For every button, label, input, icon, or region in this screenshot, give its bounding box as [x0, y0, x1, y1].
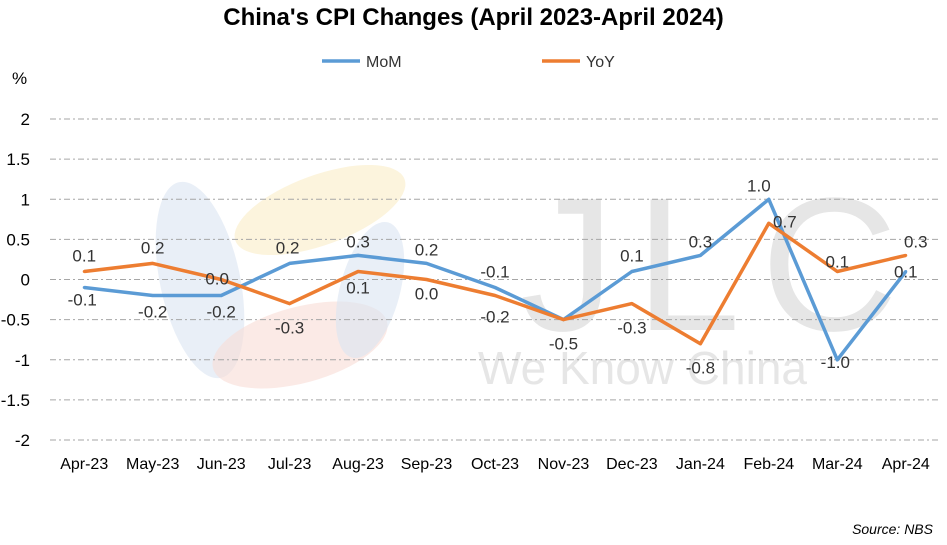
mom-data-label: -0.2 [138, 303, 167, 322]
x-tick-label: May-23 [126, 456, 179, 473]
yoy-data-point [835, 269, 839, 273]
y-tick-label: 2 [21, 110, 30, 129]
yoy-data-point [425, 278, 429, 281]
x-tick-label: Oct-23 [471, 456, 519, 473]
yoy-data-label: -0.2 [480, 308, 509, 327]
series-lines [82, 197, 908, 362]
yoy-data-label: 0.7 [773, 212, 797, 231]
mom-data-label: -0.2 [207, 303, 236, 322]
chart-title: China's CPI Changes (April 2023-April 20… [223, 4, 724, 31]
mom-data-label: 0.2 [415, 240, 439, 259]
yoy-data-label: -0.3 [617, 319, 646, 338]
mom-data-point [356, 253, 360, 257]
yoy-data-label: 0.3 [904, 232, 928, 251]
y-tick-label: -0.5 [1, 311, 30, 330]
mom-data-point [904, 269, 908, 273]
yoy-data-label: 0.2 [141, 238, 165, 257]
yoy-data-point [151, 261, 155, 265]
mom-data-point [288, 261, 292, 265]
y-tick-label: -2 [15, 431, 30, 450]
yoy-data-label: -0.8 [686, 359, 715, 378]
y-tick-label: 0.5 [6, 230, 30, 249]
mom-data-point [151, 294, 155, 298]
yoy-data-point [698, 342, 702, 346]
yoy-legend-label: YoY [586, 54, 615, 71]
x-tick-label: Sep-23 [401, 456, 453, 473]
mom-data-point [630, 269, 634, 273]
x-tick-label: Jan-24 [676, 456, 725, 473]
yoy-data-point [630, 302, 634, 306]
x-tick-label: Aug-23 [332, 456, 384, 473]
yoy-data-point [561, 318, 565, 322]
y-tick-label: 1.5 [6, 150, 30, 169]
x-tick-label: Apr-24 [882, 456, 930, 473]
watermark-logo-yellow-petal [234, 164, 406, 256]
x-tick-label: Apr-23 [60, 456, 108, 473]
yoy-data-label: 0.1 [825, 252, 849, 271]
x-tick-label: Dec-23 [606, 456, 658, 473]
yoy-data-point [904, 253, 908, 257]
source-note: Source: NBS [852, 521, 933, 537]
x-tick-label: Mar-24 [812, 456, 863, 473]
mom-data-label: 0.2 [276, 238, 300, 257]
mom-data-label: 0.1 [894, 262, 918, 281]
mom-data-point [82, 286, 86, 290]
mom-data-label: 0.3 [689, 232, 713, 251]
watermark-tagline: We Know China [478, 342, 807, 394]
mom-data-label: 0.1 [620, 246, 644, 265]
yoy-data-point [767, 221, 771, 225]
yoy-data-point [288, 302, 292, 306]
watermark: JLC We Know China [155, 159, 918, 394]
mom-data-point [698, 253, 702, 257]
mom-data-point [493, 286, 497, 290]
yoy-data-label: 0.0 [415, 285, 439, 304]
x-tick-label: Jun-23 [197, 456, 246, 473]
yoy-data-label: 0.1 [346, 278, 370, 297]
mom-data-label: -0.5 [549, 335, 578, 354]
x-tick-label: Nov-23 [538, 456, 590, 473]
gridlines [50, 118, 940, 441]
y-tick-label: 0 [21, 271, 30, 290]
mom-data-point [219, 294, 223, 298]
legend: MoM YoY [322, 54, 615, 71]
watermark-logo-text: JLC [520, 159, 918, 371]
yoy-data-label: -0.3 [275, 319, 304, 338]
x-tick-label: Jul-23 [268, 456, 312, 473]
mom-data-label: -0.1 [480, 263, 509, 282]
data-labels: -0.1 -0.2 -0.2 0.2 0.3 0.2 -0.1 -0.5 0.1 0.3 1.0 -1… [68, 176, 928, 377]
yoy-data-point [356, 269, 360, 273]
yoy-data-point [493, 294, 497, 298]
x-axis: Apr-23 May-23 Jun-23 Jul-23 Aug-23 Sep-23 Oct-… [60, 456, 930, 473]
mom-data-point [425, 261, 429, 265]
yoy-data-label: 0.1 [72, 246, 96, 265]
y-axis-label: % [12, 69, 27, 88]
y-tick-label: -1.5 [1, 391, 30, 410]
mom-data-label: -1.0 [821, 353, 850, 372]
mom-data-label: 0.3 [346, 232, 370, 251]
y-axis: 2 1.5 1 0.5 0 -0.5 -1 -1.5 -2 [1, 110, 30, 450]
y-tick-label: -1 [15, 351, 30, 370]
yoy-data-label: 0.0 [205, 270, 229, 289]
y-tick-label: 1 [21, 190, 30, 209]
mom-data-point [767, 197, 771, 201]
yoy-data-point [82, 269, 86, 273]
mom-legend-label: MoM [366, 54, 402, 71]
yoy-data-point [219, 278, 223, 281]
mom-data-label: -0.1 [68, 291, 97, 310]
x-tick-label: Feb-24 [743, 456, 794, 473]
mom-data-label: 1.0 [747, 176, 771, 195]
mom-data-point [835, 358, 839, 362]
